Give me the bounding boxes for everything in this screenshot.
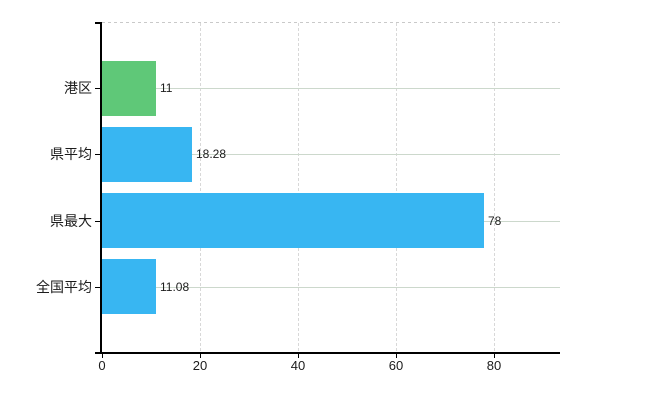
y-tick bbox=[95, 88, 101, 89]
x-tick-label: 60 bbox=[388, 358, 404, 373]
gridline-horizontal bbox=[102, 154, 560, 155]
gridline-vertical bbox=[298, 23, 299, 352]
category-label-港区: 港区 bbox=[64, 80, 92, 96]
x-tick bbox=[494, 354, 495, 358]
category-label-全国平均: 全国平均 bbox=[36, 279, 92, 295]
gridline-horizontal bbox=[102, 287, 560, 288]
y-tick bbox=[95, 221, 101, 222]
gridline-horizontal bbox=[102, 88, 560, 89]
category-label-県最大: 県最大 bbox=[50, 213, 92, 229]
x-tick-label: 80 bbox=[486, 358, 502, 373]
y-tick bbox=[95, 154, 101, 155]
x-tick bbox=[396, 354, 397, 358]
plot-top-border bbox=[102, 22, 560, 23]
value-label: 11.08 bbox=[160, 280, 190, 294]
gridline-vertical bbox=[396, 23, 397, 352]
value-label: 18.28 bbox=[196, 147, 227, 161]
bar-港区 bbox=[102, 61, 156, 116]
x-tick bbox=[102, 354, 103, 358]
gridline-vertical bbox=[200, 23, 201, 352]
gridline-vertical bbox=[494, 23, 495, 352]
y-axis-top-tick bbox=[95, 22, 101, 24]
x-tick-label: 40 bbox=[290, 358, 306, 373]
value-label: 78 bbox=[488, 214, 502, 228]
bar-県最大 bbox=[102, 193, 484, 248]
bar-全国平均 bbox=[102, 259, 156, 314]
x-tick bbox=[200, 354, 201, 358]
x-axis bbox=[95, 352, 560, 354]
x-tick-label: 0 bbox=[98, 358, 106, 373]
x-tick bbox=[298, 354, 299, 358]
y-tick bbox=[95, 287, 101, 288]
category-label-県平均: 県平均 bbox=[50, 146, 92, 162]
value-label: 11 bbox=[160, 81, 173, 95]
x-tick-label: 20 bbox=[192, 358, 208, 373]
bar-県平均 bbox=[102, 127, 192, 182]
y-axis bbox=[100, 22, 102, 354]
